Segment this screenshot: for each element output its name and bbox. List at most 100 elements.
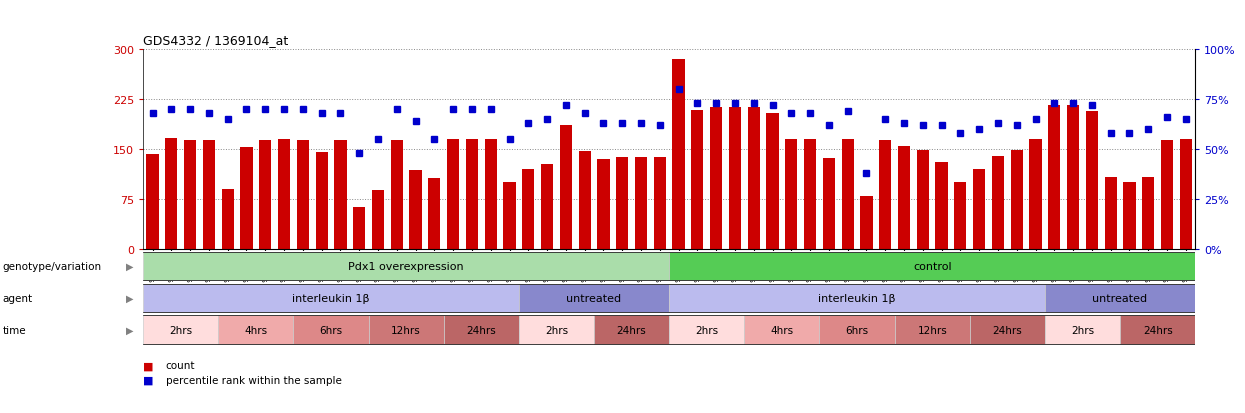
Text: percentile rank within the sample: percentile rank within the sample [166, 375, 341, 385]
Bar [842, 140, 854, 249]
Bar [391, 141, 403, 249]
Bar [670, 284, 1045, 313]
Bar [1160, 141, 1173, 249]
Bar [1123, 183, 1135, 249]
Bar [710, 107, 722, 249]
Bar [579, 152, 591, 249]
Text: 12hrs: 12hrs [918, 325, 947, 335]
Bar [372, 191, 385, 249]
Bar [519, 316, 594, 344]
Text: 12hrs: 12hrs [391, 325, 421, 335]
Text: untreated: untreated [566, 293, 621, 303]
Text: 6hrs: 6hrs [845, 325, 869, 335]
Text: 24hrs: 24hrs [616, 325, 646, 335]
Bar [670, 252, 1195, 281]
Bar [259, 141, 271, 249]
Bar [143, 316, 218, 344]
Bar [1045, 316, 1121, 344]
Text: genotype/variation: genotype/variation [2, 261, 102, 271]
Bar [670, 316, 745, 344]
Bar [143, 252, 670, 281]
Text: 2hrs: 2hrs [695, 325, 718, 335]
Bar [447, 140, 459, 249]
Text: 24hrs: 24hrs [992, 325, 1022, 335]
Bar [296, 141, 309, 249]
Bar [1048, 106, 1061, 249]
Bar [560, 126, 571, 249]
Text: time: time [2, 325, 26, 335]
Bar [823, 159, 835, 249]
Text: agent: agent [2, 293, 32, 303]
Bar [616, 157, 629, 249]
Bar [745, 316, 819, 344]
Bar [954, 183, 966, 249]
Text: 4hrs: 4hrs [244, 325, 268, 335]
Bar [654, 157, 666, 249]
Bar [895, 316, 970, 344]
Bar [594, 316, 670, 344]
Bar [503, 183, 515, 249]
Bar [635, 157, 647, 249]
Text: 2hrs: 2hrs [1071, 325, 1094, 335]
Text: ■: ■ [143, 361, 153, 370]
Bar [184, 141, 197, 249]
Bar [369, 316, 443, 344]
Bar [1180, 140, 1191, 249]
Bar [218, 316, 294, 344]
Bar [970, 316, 1045, 344]
Bar [222, 190, 234, 249]
Bar [819, 316, 895, 344]
Text: ■: ■ [143, 375, 153, 385]
Text: 2hrs: 2hrs [545, 325, 568, 335]
Bar [672, 59, 685, 249]
Text: count: count [166, 361, 195, 370]
Bar [410, 171, 422, 249]
Text: 6hrs: 6hrs [320, 325, 342, 335]
Bar [1142, 178, 1154, 249]
Bar [1104, 178, 1117, 249]
Bar [522, 169, 534, 249]
Bar [1011, 151, 1023, 249]
Bar [166, 138, 178, 249]
Bar [1030, 140, 1042, 249]
Text: ▶: ▶ [126, 261, 133, 271]
Text: GDS4332 / 1369104_at: GDS4332 / 1369104_at [143, 34, 289, 47]
Bar [203, 141, 215, 249]
Bar [728, 107, 741, 249]
Bar [1045, 284, 1195, 313]
Bar [278, 140, 290, 249]
Bar [879, 141, 891, 249]
Text: interleukin 1β: interleukin 1β [293, 293, 370, 303]
Bar [466, 140, 478, 249]
Bar [935, 163, 947, 249]
Bar [804, 140, 817, 249]
Text: Pdx1 overexpression: Pdx1 overexpression [349, 261, 464, 271]
Bar [974, 169, 985, 249]
Bar [143, 284, 519, 313]
Text: 24hrs: 24hrs [467, 325, 497, 335]
Text: interleukin 1β: interleukin 1β [818, 293, 896, 303]
Bar [992, 156, 1003, 249]
Text: 2hrs: 2hrs [169, 325, 192, 335]
Bar [860, 196, 873, 249]
Bar [898, 146, 910, 249]
Bar [315, 153, 327, 249]
Bar [691, 111, 703, 249]
Bar [147, 155, 158, 249]
Text: ▶: ▶ [126, 325, 133, 335]
Bar [1120, 316, 1195, 344]
Bar [428, 178, 441, 249]
Text: 4hrs: 4hrs [771, 325, 793, 335]
Text: untreated: untreated [1093, 293, 1148, 303]
Bar [598, 159, 610, 249]
Bar [1086, 112, 1098, 249]
Bar [519, 284, 670, 313]
Bar [354, 207, 365, 249]
Bar [335, 141, 346, 249]
Bar [767, 114, 778, 249]
Bar [240, 147, 253, 249]
Bar [1067, 106, 1079, 249]
Bar [484, 140, 497, 249]
Bar [294, 316, 369, 344]
Bar [747, 107, 759, 249]
